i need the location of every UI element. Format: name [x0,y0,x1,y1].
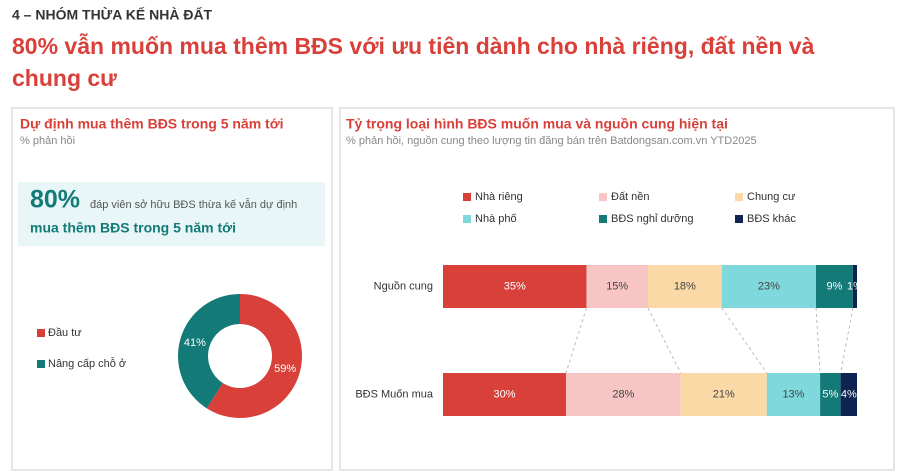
data-label: 28% [612,388,634,400]
legend-swatch [463,193,471,201]
connector [840,307,854,374]
legend-label: Đầu tư [48,327,82,339]
data-label: 5% [822,388,838,400]
legend-swatch [735,193,743,201]
bar-segment [852,265,857,308]
legend-label: Nhà phố [475,213,517,225]
headline: 80% vẫn muốn mua thêm BĐS với ưu tiên dà… [12,32,815,59]
donut-slice [206,294,302,418]
data-label: 18% [674,280,696,292]
data-label: 30% [493,388,515,400]
bar-segment [816,265,853,308]
callout-highlight: 80% [30,186,80,214]
legend-label: Nhà riêng [475,191,523,203]
legend-swatch [37,360,45,368]
data-label: 15% [606,280,628,292]
panel [11,107,333,471]
callout-box [18,182,325,246]
donut-slice [177,294,240,409]
legend-label: Chung cư [747,191,796,203]
data-label: 23% [758,280,780,292]
bar-segment [443,265,587,308]
bar-segment [565,373,681,416]
bar-segment [840,373,857,416]
callout-text: đáp viên sở hữu BĐS thừa kế vẫn dự định [90,198,297,211]
connector [647,307,682,374]
chart-title: Tỷ trọng loại hình BĐS muốn mua và nguồn… [346,116,728,132]
category-label: Nguồn cung [374,280,433,292]
data-label: 9% [827,280,843,292]
category-label: BĐS Muốn mua [355,388,434,400]
connector [565,307,587,374]
legend-label: Nâng cấp chỗ ở [48,357,126,370]
connector [721,307,768,374]
data-label: 35% [504,280,526,292]
section-label: 4 – NHÓM THỪA KẾ NHÀ ĐẤT [12,6,213,23]
data-label: 13% [782,388,804,400]
bar-segment [680,373,767,416]
bar-segment [647,265,722,308]
data-label: 41% [184,337,206,349]
bar-segment [721,265,817,308]
legend-swatch [463,215,471,223]
bar-segment [586,265,648,308]
chart-subtitle: % phản hồi, nguồn cung theo lượng tin đă… [346,135,757,147]
chart-subtitle: % phản hồi [20,135,75,147]
legend-swatch [37,329,45,337]
data-label: 21% [713,388,735,400]
bar-segment [766,373,821,416]
legend-label: Đất nền [611,191,650,203]
legend-swatch [735,215,743,223]
callout-emphasis: mua thêm BĐS trong 5 năm tới [30,220,236,236]
data-label: 1% [847,280,863,292]
legend-swatch [599,193,607,201]
legend-label: BĐS khác [747,213,796,225]
legend-label: BĐS nghỉ dưỡng [611,213,693,225]
bar-segment [443,373,566,416]
connector [815,307,821,374]
legend-swatch [599,215,607,223]
data-label: 59% [274,363,296,375]
panel [339,107,895,471]
headline: chung cư [12,65,117,91]
bar-segment [820,373,841,416]
chart-title: Dự định mua thêm BĐS trong 5 năm tới [20,116,284,132]
data-label: 4% [841,388,857,400]
